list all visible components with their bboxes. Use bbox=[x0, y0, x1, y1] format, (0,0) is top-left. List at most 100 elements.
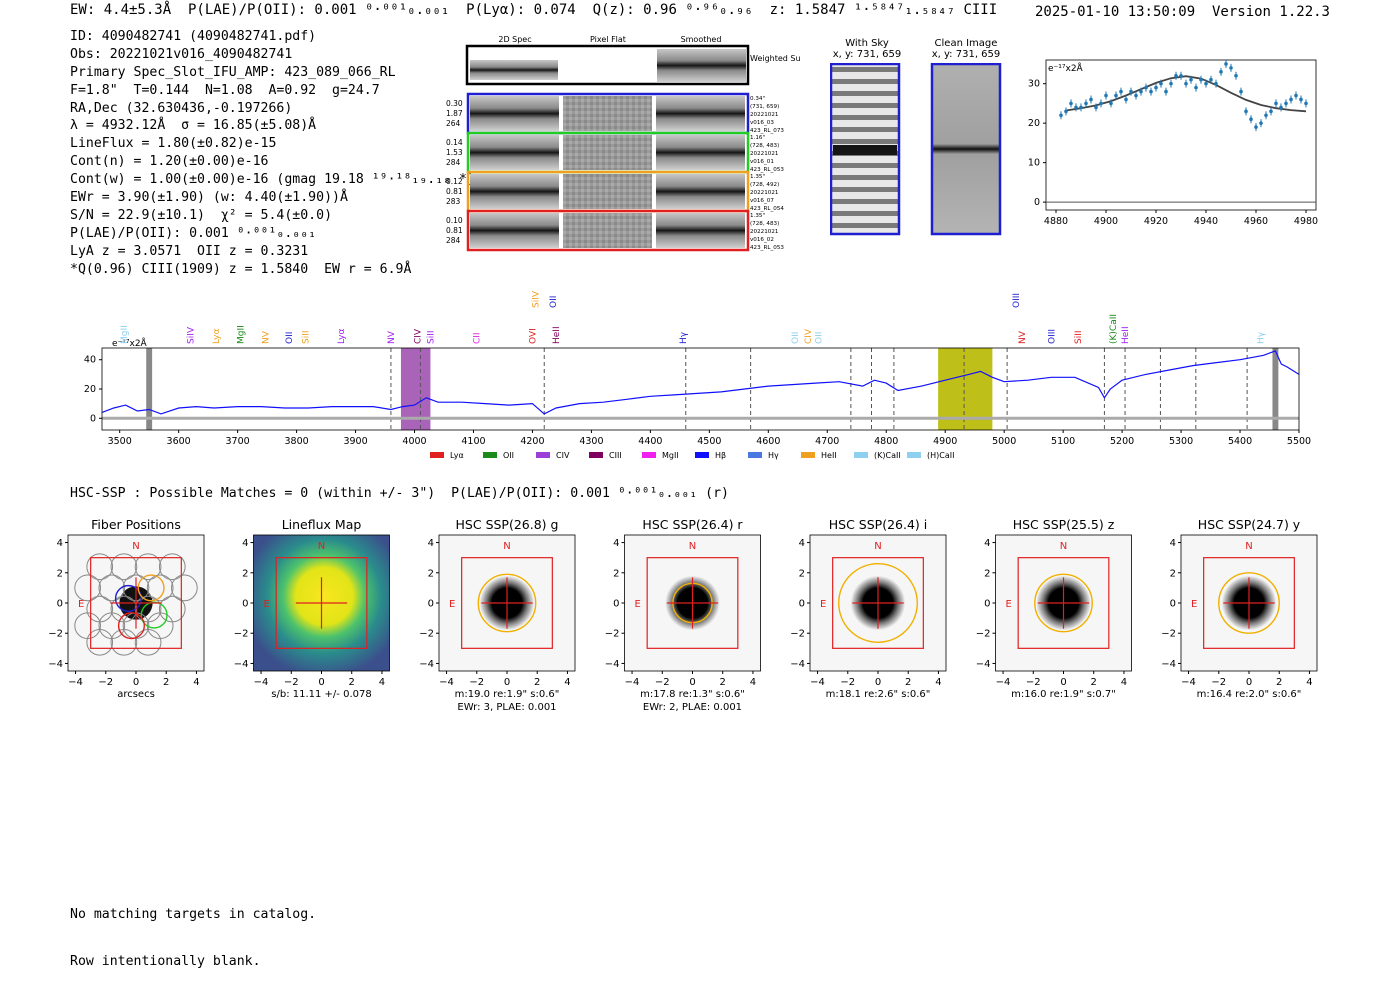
spectrum-line-label: NV bbox=[1018, 330, 1028, 344]
cutout-2d bbox=[470, 96, 559, 131]
spectrum-xtick-label: 4100 bbox=[461, 436, 485, 447]
hsc-ytick-label: 4 bbox=[242, 538, 248, 549]
cutout-panels: 2D Spec Pixel Flat Smoothed Weighted Sum… bbox=[446, 35, 800, 252]
spectrum-line-label: Hγ bbox=[1257, 331, 1267, 344]
full-spectrum-chart: e⁻¹⁷x2Å 3500 3600 3700 3800 3900 4000 4100 4200 4… bbox=[84, 290, 1311, 460]
cutout-row-stat: 0.81 bbox=[446, 226, 463, 235]
zoom-data-point bbox=[1244, 109, 1248, 114]
zoom-data-point bbox=[1089, 97, 1093, 102]
hsc-caption-1: m:18.1 re:2.6" s:0.6" bbox=[826, 689, 931, 700]
hsc-xtick-label: −2 bbox=[1211, 677, 1226, 688]
hsc-ytick-label: −4 bbox=[976, 659, 991, 670]
zoom-fit-curve bbox=[1065, 75, 1307, 113]
info-line: EWr = 3.90(±1.90) (w: 4.40(±1.90))Å bbox=[70, 190, 348, 206]
spectrum-line-label: OII bbox=[285, 332, 295, 344]
east-label: E bbox=[78, 599, 84, 610]
hsc-xtick-label: −2 bbox=[284, 677, 299, 688]
hsc-ytick-label: 4 bbox=[613, 538, 619, 549]
search-box bbox=[1017, 557, 1110, 649]
hsc-xtick-label: −4 bbox=[1181, 677, 1196, 688]
spectrum-xtick-label: 4600 bbox=[756, 436, 780, 447]
hsc-ytick-label: 2 bbox=[428, 568, 434, 579]
spectrum-line-label: MgII bbox=[120, 325, 130, 344]
hsc-ytick-label: −2 bbox=[419, 629, 434, 640]
cutout-smoothed bbox=[656, 96, 745, 131]
zoom-data-point bbox=[1069, 101, 1073, 106]
cutout-row-meta: 1.35" bbox=[750, 174, 765, 180]
zoom-data-point bbox=[1234, 73, 1238, 78]
hsc-panel-title: Lineflux Map bbox=[282, 517, 362, 532]
search-box bbox=[1203, 557, 1295, 649]
hsc-aperture-ellipse bbox=[477, 573, 537, 633]
hsc-xtick-label: 4 bbox=[1121, 677, 1127, 688]
zoom-data-point bbox=[1124, 97, 1128, 102]
cutout-row-stat: 284 bbox=[446, 236, 461, 245]
zoom-xtick-label: 4880 bbox=[1044, 216, 1068, 227]
zoom-data-point bbox=[1119, 89, 1123, 94]
info-line: *Q(0.96) CIII(1909) z = 1.5840 EW r = 6.… bbox=[70, 261, 412, 277]
hsc-xtick-label: 0 bbox=[504, 677, 510, 688]
hsc-ytick-label: 0 bbox=[57, 599, 63, 610]
hsc-ytick-label: −4 bbox=[1161, 659, 1176, 670]
cutout-row-stat: 0.81 bbox=[446, 187, 463, 196]
cutout-row-meta: 1.35" bbox=[750, 213, 765, 219]
info-line: S/N = 22.9(±10.1) χ² = 5.4(±0.0) bbox=[70, 207, 333, 223]
hsc-ytick-label: −2 bbox=[234, 629, 249, 640]
info-line: LineFlux = 1.80(±0.82)e-15 bbox=[70, 136, 277, 152]
spectrum-xtick-label: 4200 bbox=[520, 436, 544, 447]
cutout-row-stat: 0.10 bbox=[446, 216, 463, 225]
cutout-row-meta: 423_RL_054 bbox=[750, 206, 784, 212]
hsc-panel: HSC SSP(26.4) r N E 4 2 0 −2 −4 −4 −2 0 2 4 m:17.8 re… bbox=[605, 517, 761, 713]
zoom-data-point bbox=[1204, 81, 1208, 86]
hsc-xtick-label: 4 bbox=[935, 677, 941, 688]
search-box bbox=[461, 557, 553, 649]
spectrum-xtick-label: 3500 bbox=[108, 436, 132, 447]
hsc-xtick-label: −4 bbox=[996, 677, 1011, 688]
with-sky-title: With Sky bbox=[845, 38, 889, 49]
search-box bbox=[275, 557, 368, 649]
header-summary: EW: 4.4±5.3Å P(LAE)/P(OII): 0.001 ⁰·⁰⁰¹₀… bbox=[70, 2, 998, 18]
spectrum-ytick-label: 0 bbox=[90, 413, 96, 424]
spectrum-xtick-label: 4400 bbox=[638, 436, 662, 447]
hsc-xtick-label: −2 bbox=[469, 677, 484, 688]
zoom-data-point bbox=[1134, 93, 1138, 98]
clean-image-header: Clean Image x, y: 731, 659 bbox=[920, 38, 1012, 60]
cutout-row-meta: 0.34" bbox=[750, 96, 765, 102]
zoom-data-point bbox=[1184, 81, 1188, 86]
north-label: N bbox=[318, 541, 325, 552]
cutout-row-stat: 283 bbox=[446, 197, 461, 206]
zoom-axes-frame bbox=[1045, 59, 1317, 211]
hsc-ytick-label: 2 bbox=[1170, 568, 1176, 579]
zoom-xtick-label: 4980 bbox=[1294, 216, 1318, 227]
spectrum-xtick-label: 4500 bbox=[697, 436, 721, 447]
east-label: E bbox=[635, 599, 641, 610]
cutout-row-stat: 264 bbox=[446, 119, 461, 128]
fiber-circle bbox=[146, 574, 174, 602]
zoom-data-point bbox=[1074, 105, 1078, 110]
hsc-xtick-label: 2 bbox=[905, 677, 911, 688]
spectrum-line-label: SiIV bbox=[186, 326, 196, 344]
spectrum-line-label: CII bbox=[472, 332, 482, 344]
legend-swatch bbox=[748, 452, 762, 458]
legend-swatch bbox=[642, 452, 656, 458]
hsc-ytick-label: −2 bbox=[605, 629, 620, 640]
info-line: Cont(w) = 1.00(±0.00)e-16 (gmag 19.18 ¹⁹… bbox=[70, 172, 475, 188]
cutout-row-meta: (731, 659) bbox=[750, 104, 779, 110]
spectrum-xtick-label: 4000 bbox=[402, 436, 426, 447]
fiber-circle bbox=[134, 628, 162, 656]
hsc-caption-1: s/b: 11.11 +/- 0.078 bbox=[271, 689, 371, 700]
zoom-data-point bbox=[1189, 77, 1193, 82]
cutout-row-meta: 1.16" bbox=[750, 135, 765, 141]
north-label: N bbox=[874, 541, 881, 552]
spectrum-line-label: (K)CaII bbox=[1109, 314, 1119, 344]
zoom-data-point bbox=[1109, 101, 1113, 106]
hsc-xtick-label: −4 bbox=[810, 677, 825, 688]
info-line: λ = 4932.12Å σ = 16.85(±5.08)Å bbox=[70, 118, 317, 134]
legend-swatch bbox=[430, 452, 444, 458]
spectrum-line-label: HeII bbox=[552, 326, 562, 344]
hsc-aperture-ellipse bbox=[838, 563, 918, 643]
col-label-smoothed: Smoothed bbox=[681, 35, 722, 44]
footer: No matching targets in catalog. Row inte… bbox=[70, 876, 316, 985]
info-line: P(LAE)/P(OII): 0.001 ⁰·⁰⁰¹₀.₀₀₁ bbox=[70, 225, 317, 241]
spectrum-ytick-label: 40 bbox=[84, 355, 96, 366]
